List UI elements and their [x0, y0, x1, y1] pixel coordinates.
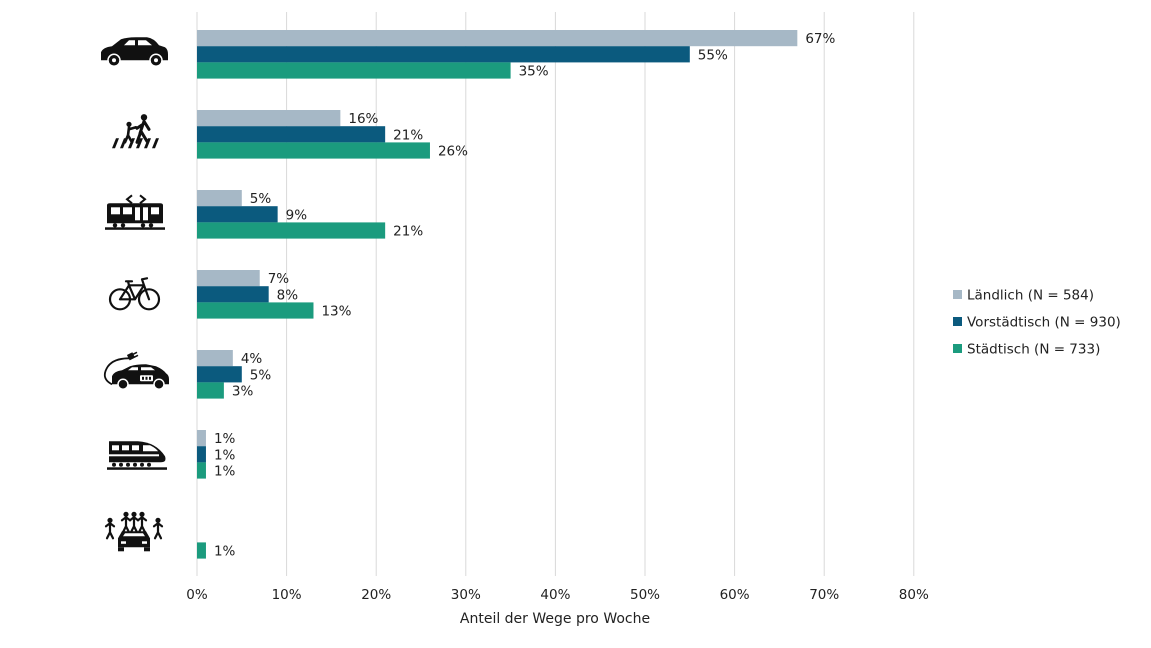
x-tick-label: 20% — [361, 587, 391, 603]
legend: Ländlich (N = 584) Vorstädtisch (N = 930)… — [953, 288, 1121, 358]
bar — [197, 382, 224, 399]
x-tick-label: 0% — [186, 587, 208, 603]
category-icons — [101, 37, 169, 552]
data-labels: 67%55%35%16%21%26%5%9%21%7%8%13%4%5%3%1%… — [214, 31, 836, 559]
tram-icon — [105, 194, 165, 230]
data-label: 55% — [698, 47, 728, 63]
data-label: 16% — [348, 111, 378, 127]
bar — [197, 462, 206, 479]
legend-swatch — [953, 317, 962, 326]
data-label: 7% — [268, 271, 290, 287]
legend-item: Städtisch (N = 733) — [953, 342, 1100, 358]
carpool-icon — [104, 511, 164, 552]
data-label: 13% — [321, 304, 351, 320]
legend-label: Städtisch (N = 733) — [967, 342, 1100, 358]
bar — [197, 190, 242, 207]
bar — [197, 62, 511, 79]
legend-item: Ländlich (N = 584) — [953, 288, 1094, 304]
x-axis-title: Anteil der Wege pro Woche — [460, 611, 650, 627]
bar — [197, 110, 341, 127]
data-label: 5% — [250, 191, 272, 207]
x-tick-label: 70% — [809, 587, 839, 603]
x-axis-ticks: 0% 10% 20% 30% 40% 50% 60% 70% 80% — [186, 587, 929, 603]
data-label: 1% — [214, 464, 236, 480]
electric-car-icon — [103, 351, 169, 391]
bar — [197, 206, 278, 223]
data-label: 21% — [393, 127, 423, 143]
x-tick-label: 80% — [899, 587, 929, 603]
bar — [197, 126, 386, 143]
data-label: 67% — [805, 31, 835, 47]
train-icon — [107, 441, 167, 470]
data-label: 4% — [241, 351, 263, 367]
x-tick-label: 30% — [451, 587, 481, 603]
bar — [197, 222, 386, 239]
pedestrian-crossing-icon — [112, 114, 159, 149]
legend-swatch — [953, 344, 962, 353]
x-tick-label: 10% — [272, 587, 302, 603]
data-label: 1% — [214, 544, 236, 560]
data-label: 5% — [250, 367, 272, 383]
legend-label: Vorstädtisch (N = 930) — [967, 315, 1121, 331]
bar — [197, 446, 206, 463]
bar — [197, 350, 233, 367]
bar — [197, 366, 242, 383]
data-label: 26% — [438, 144, 468, 160]
data-label: 35% — [519, 64, 549, 80]
data-label: 21% — [393, 224, 423, 240]
bar — [197, 46, 690, 63]
gridlines — [196, 12, 915, 576]
data-label: 9% — [286, 207, 308, 223]
x-tick-label: 40% — [540, 587, 570, 603]
bar — [197, 542, 206, 559]
car-icon — [101, 37, 168, 68]
x-tick-label: 60% — [720, 587, 750, 603]
bar — [197, 286, 269, 303]
bar — [197, 270, 260, 287]
data-label: 3% — [232, 384, 254, 400]
bar — [197, 142, 430, 159]
x-tick-label: 50% — [630, 587, 660, 603]
bicycle-icon — [108, 277, 161, 311]
legend-swatch — [953, 290, 962, 299]
bar — [197, 302, 314, 319]
legend-item: Vorstädtisch (N = 930) — [953, 315, 1121, 331]
bar — [197, 30, 798, 47]
data-label: 1% — [214, 447, 236, 463]
data-label: 1% — [214, 431, 236, 447]
data-label: 8% — [277, 287, 299, 303]
bars — [197, 30, 798, 559]
bar — [197, 430, 206, 447]
legend-label: Ländlich (N = 584) — [967, 288, 1094, 304]
